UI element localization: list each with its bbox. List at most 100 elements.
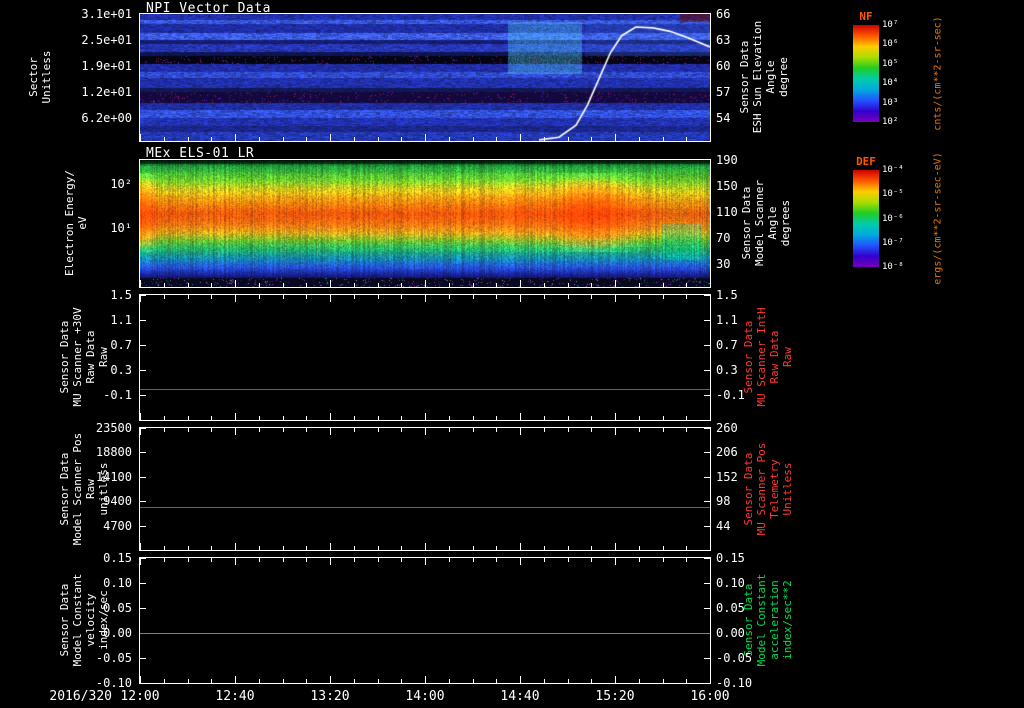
ylabel-sector-unitless: Sector Unitless: [27, 50, 53, 104]
y-tick-mark: [704, 583, 710, 584]
x-tick-mark: [140, 428, 141, 435]
x-tick-mark: [591, 416, 592, 420]
y-tick-mark: [704, 526, 710, 527]
x-tick-mark: [306, 679, 307, 683]
x-tick-mark: [235, 295, 236, 302]
colorbar-tick-label: 10⁶: [882, 39, 899, 50]
ytick-right-label: 1.5: [716, 288, 738, 302]
x-tick-mark: [211, 295, 212, 299]
x-tick-mark: [211, 416, 212, 420]
x-tick-mark: [568, 428, 569, 432]
x-tick-mark: [710, 558, 711, 565]
y-tick-mark: [140, 583, 146, 584]
x-tick-mark: [520, 134, 521, 141]
ytick-left-label: 0.00: [103, 626, 132, 640]
x-tick-mark: [591, 283, 592, 287]
x-tick-mark: [663, 428, 664, 432]
scanner-pos-panel: [139, 427, 711, 551]
x-tick-mark: [425, 280, 426, 287]
ytick-right-label: 260: [716, 421, 738, 435]
x-tick-mark: [330, 428, 331, 435]
ytick-left-label: 2.5e+01: [81, 33, 132, 48]
ytick-right-label: 110: [716, 205, 738, 220]
x-tick-mark: [449, 679, 450, 683]
x-tick-mark: [330, 295, 331, 302]
y-tick-mark: [140, 683, 146, 684]
x-tick-mark: [710, 295, 711, 302]
x-tick-mark: [354, 546, 355, 550]
x-tick-mark: [140, 134, 141, 141]
y-tick-mark: [704, 295, 710, 296]
ytick-right-label: 70: [716, 231, 731, 246]
x-tick-mark: [211, 546, 212, 550]
y-tick-mark: [704, 345, 710, 346]
y-tick-mark: [704, 658, 710, 659]
ytick-left-label: 1.1: [110, 313, 132, 327]
x-tick-mark: [354, 137, 355, 141]
ytick-right-label: 44: [716, 518, 731, 533]
ytick-right-label: 66: [716, 7, 731, 21]
x-tick-mark: [663, 558, 664, 562]
x-tick-mark: [235, 280, 236, 287]
xtick-label: 15:20: [595, 689, 635, 704]
x-tick-mark: [306, 546, 307, 550]
x-tick-mark: [164, 428, 165, 432]
panel-title-npi: NPI Vector Data: [146, 1, 271, 16]
x-tick-mark: [449, 283, 450, 287]
x-tick-mark: [401, 283, 402, 287]
x-tick-mark: [330, 280, 331, 287]
y-tick-mark: [704, 683, 710, 684]
y-tick-mark: [704, 370, 710, 371]
x-tick-mark: [211, 679, 212, 683]
x-tick-mark: [496, 295, 497, 299]
x-tick-mark: [378, 428, 379, 432]
x-tick-mark: [425, 413, 426, 420]
x-tick-mark: [188, 295, 189, 299]
x-tick-mark: [306, 283, 307, 287]
x-tick-mark: [378, 283, 379, 287]
x-tick-mark: [544, 679, 545, 683]
x-tick-mark: [306, 428, 307, 432]
npi-spectrogram-canvas: [140, 14, 710, 141]
x-tick-mark: [283, 416, 284, 420]
x-tick-mark: [473, 283, 474, 287]
x-tick-mark: [544, 546, 545, 550]
x-tick-mark: [686, 137, 687, 141]
def-colorbar-unit-label: ergs/(cm**2-sr-sec-eV): [932, 151, 944, 285]
y-tick-mark: [140, 320, 146, 321]
x-tick-mark: [686, 558, 687, 562]
date-label: 2016/320: [49, 689, 112, 704]
x-tick-mark: [615, 543, 616, 550]
ytick-right-label: -0.05: [716, 651, 753, 665]
x-tick-mark: [188, 428, 189, 432]
x-tick-mark: [306, 416, 307, 420]
x-tick-mark: [283, 679, 284, 683]
x-tick-mark: [520, 676, 521, 683]
colorbar-tick-label: 10⁻⁷: [882, 237, 904, 248]
x-tick-mark: [496, 416, 497, 420]
ytick-right-label: 150: [716, 179, 738, 194]
x-tick-mark: [378, 679, 379, 683]
x-tick-mark: [283, 283, 284, 287]
colorbar-tick-label: 10⁻⁴: [882, 165, 904, 175]
x-tick-mark: [235, 134, 236, 141]
x-tick-mark: [639, 679, 640, 683]
x-tick-mark: [211, 283, 212, 287]
x-tick-mark: [330, 413, 331, 420]
x-tick-mark: [259, 416, 260, 420]
ytick-right-label: 57: [716, 85, 731, 100]
x-tick-mark: [449, 558, 450, 562]
x-tick-mark: [663, 546, 664, 550]
x-tick-mark: [425, 558, 426, 565]
x-tick-mark: [639, 546, 640, 550]
x-tick-mark: [354, 558, 355, 562]
x-tick-mark: [520, 428, 521, 435]
x-tick-mark: [188, 283, 189, 287]
x-tick-mark: [615, 295, 616, 302]
x-tick-mark: [188, 416, 189, 420]
x-tick-mark: [473, 679, 474, 683]
x-tick-mark: [235, 543, 236, 550]
x-tick-mark: [568, 295, 569, 299]
ytick-left-label: 0.7: [110, 338, 132, 352]
ytick-left-label: 4700: [103, 518, 132, 533]
